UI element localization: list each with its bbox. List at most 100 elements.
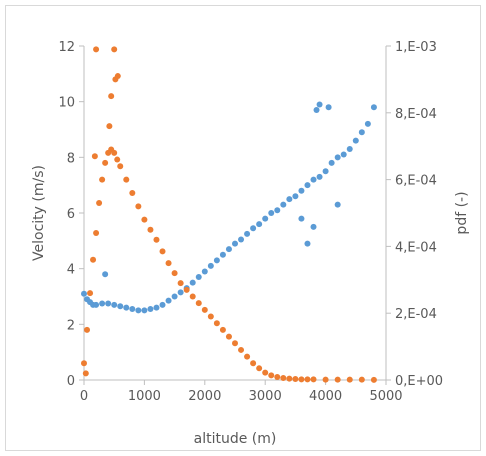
- pdf-point: [207, 313, 214, 320]
- pdf-point: [232, 340, 238, 347]
- pdf-point: [84, 326, 91, 333]
- velocity-outlier-point: [298, 215, 305, 222]
- velocity-point: [352, 137, 359, 144]
- pdf-point: [201, 306, 208, 313]
- velocity-point: [298, 187, 305, 194]
- pdf-outlier-point: [111, 46, 118, 53]
- pdf-point: [292, 375, 299, 382]
- pdf-point: [244, 353, 251, 360]
- velocity-point: [177, 289, 184, 296]
- velocity-point: [268, 210, 275, 216]
- pdf-point: [159, 248, 166, 255]
- velocity-point: [238, 236, 245, 243]
- velocity-point: [244, 230, 251, 237]
- y-tick-label: 10: [58, 96, 75, 111]
- velocity-point: [334, 154, 341, 161]
- velocity-point: [304, 182, 311, 189]
- velocity-point: [370, 104, 377, 111]
- velocity-point: [225, 246, 232, 253]
- velocity-point: [310, 176, 317, 183]
- pdf-point: [147, 226, 154, 233]
- velocity-point: [99, 300, 106, 307]
- pdf-point: [268, 372, 275, 379]
- velocity-point: [232, 240, 238, 247]
- y2-tick-label: 0,E+00: [395, 374, 443, 389]
- pdf-point: [346, 376, 353, 383]
- scatter-chart: 0 1000 2000 3000 4000 5000 0 2 4 6 8 10 12 0,E+00 2,E-…: [31, 40, 470, 447]
- velocity-point: [340, 151, 347, 158]
- y-tick-label: 0: [67, 374, 75, 389]
- pdf-point: [81, 360, 87, 367]
- pdf-point: [93, 230, 100, 237]
- velocity-point: [358, 129, 365, 136]
- pdf-point: [87, 290, 94, 297]
- velocity-point: [280, 201, 287, 208]
- pdf-point: [334, 376, 341, 383]
- velocity-point: [117, 303, 124, 310]
- velocity-point: [147, 306, 154, 313]
- pdf-point: [171, 270, 178, 277]
- velocity-point: [195, 274, 202, 281]
- velocity-point: [262, 215, 269, 222]
- velocity-series: [81, 101, 377, 314]
- velocity-outlier-point: [304, 240, 311, 247]
- y2-tick-label: 2,E-04: [395, 307, 437, 322]
- velocity-point: [364, 120, 371, 127]
- pdf-point: [96, 199, 103, 206]
- velocity-point: [165, 297, 172, 304]
- y-tick-label: 4: [67, 263, 75, 278]
- pdf-point: [165, 260, 172, 267]
- velocity-point: [141, 307, 148, 314]
- pdf-point: [153, 236, 160, 243]
- pdf-point: [114, 156, 121, 163]
- velocity-point: [256, 221, 263, 228]
- pdf-point: [129, 189, 136, 196]
- pdf-point: [213, 320, 220, 327]
- pdf-point: [177, 280, 184, 287]
- x-tick-label: 0: [80, 389, 88, 404]
- velocity-point: [201, 268, 208, 275]
- pdf-outlier-point: [108, 93, 115, 100]
- y-tick-label: 6: [67, 207, 75, 222]
- velocity-point: [189, 279, 196, 286]
- velocity-outlier-point: [325, 104, 332, 111]
- pdf-point: [102, 159, 109, 166]
- pdf-point: [286, 375, 293, 382]
- velocity-point: [292, 193, 299, 200]
- pdf-point: [117, 163, 124, 170]
- pdf-point: [135, 203, 142, 210]
- pdf-point: [280, 374, 287, 381]
- pdf-point: [225, 333, 232, 340]
- velocity-outlier-point: [334, 201, 341, 208]
- pdf-point: [358, 376, 365, 383]
- pdf-point: [183, 286, 190, 293]
- pdf-outlier-point: [106, 123, 113, 130]
- velocity-point: [346, 145, 353, 152]
- pdf-outlier-point: [93, 46, 100, 53]
- pdf-outlier-point: [114, 73, 121, 80]
- pdf-point: [256, 365, 263, 372]
- velocity-point: [219, 251, 226, 258]
- pdf-point: [322, 376, 329, 383]
- pdf-point: [219, 326, 226, 333]
- y2-tick-label: 4,E-04: [395, 240, 437, 255]
- pdf-point: [189, 293, 196, 300]
- y-axis-title: Velocity (m/s): [31, 165, 47, 261]
- pdf-point: [195, 300, 202, 307]
- pdf-point: [90, 256, 97, 263]
- pdf-point: [262, 369, 269, 376]
- x-axis-title: altitude (m): [194, 431, 277, 447]
- y2-axis-title: pdf (-): [454, 191, 470, 234]
- velocity-point: [123, 304, 130, 311]
- x-tick-label: 5000: [369, 389, 402, 404]
- pdf-outlier-point: [82, 370, 89, 377]
- velocity-point: [322, 168, 329, 175]
- velocity-outlier-point: [313, 107, 320, 114]
- y2-tick-label: 8,E-04: [395, 107, 437, 122]
- y-tick-label: 8: [67, 151, 75, 166]
- pdf-point: [370, 376, 377, 383]
- velocity-point: [286, 196, 293, 203]
- velocity-point: [171, 293, 178, 300]
- axes: 0 1000 2000 3000 4000 5000 0 2 4 6 8 10 12 0,E+00 2,E-…: [58, 40, 443, 404]
- pdf-point: [123, 176, 130, 183]
